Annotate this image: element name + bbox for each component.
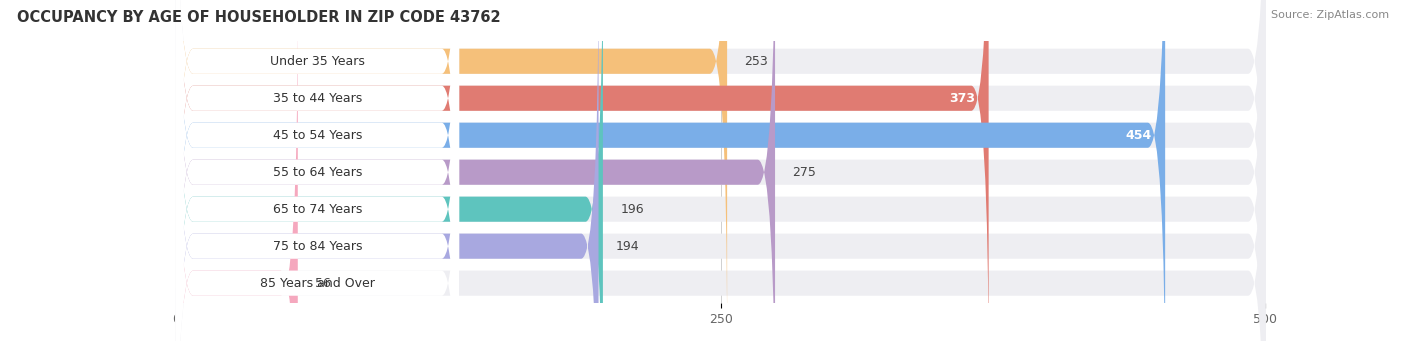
FancyBboxPatch shape xyxy=(176,0,298,341)
FancyBboxPatch shape xyxy=(176,0,458,341)
FancyBboxPatch shape xyxy=(176,0,1166,341)
FancyBboxPatch shape xyxy=(176,0,1265,341)
Text: 194: 194 xyxy=(616,240,640,253)
Text: 35 to 44 Years: 35 to 44 Years xyxy=(273,92,361,105)
FancyBboxPatch shape xyxy=(176,0,603,341)
Text: 253: 253 xyxy=(745,55,768,68)
FancyBboxPatch shape xyxy=(176,0,458,341)
FancyBboxPatch shape xyxy=(176,0,458,341)
Text: 75 to 84 Years: 75 to 84 Years xyxy=(273,240,363,253)
Text: Source: ZipAtlas.com: Source: ZipAtlas.com xyxy=(1271,10,1389,20)
FancyBboxPatch shape xyxy=(176,0,458,341)
Text: 454: 454 xyxy=(1126,129,1152,142)
FancyBboxPatch shape xyxy=(176,0,1265,341)
Text: 55 to 64 Years: 55 to 64 Years xyxy=(273,166,363,179)
FancyBboxPatch shape xyxy=(176,0,1265,341)
Text: 45 to 54 Years: 45 to 54 Years xyxy=(273,129,363,142)
FancyBboxPatch shape xyxy=(176,0,1265,341)
FancyBboxPatch shape xyxy=(176,0,1265,341)
Text: 373: 373 xyxy=(949,92,976,105)
FancyBboxPatch shape xyxy=(176,0,599,341)
Text: 275: 275 xyxy=(793,166,817,179)
Text: 65 to 74 Years: 65 to 74 Years xyxy=(273,203,363,216)
Text: 196: 196 xyxy=(620,203,644,216)
FancyBboxPatch shape xyxy=(176,0,1265,341)
FancyBboxPatch shape xyxy=(176,0,727,341)
FancyBboxPatch shape xyxy=(176,0,458,341)
Text: OCCUPANCY BY AGE OF HOUSEHOLDER IN ZIP CODE 43762: OCCUPANCY BY AGE OF HOUSEHOLDER IN ZIP C… xyxy=(17,10,501,25)
FancyBboxPatch shape xyxy=(176,0,458,341)
FancyBboxPatch shape xyxy=(176,0,1265,341)
FancyBboxPatch shape xyxy=(176,0,988,341)
Text: 56: 56 xyxy=(315,277,330,290)
Text: Under 35 Years: Under 35 Years xyxy=(270,55,364,68)
FancyBboxPatch shape xyxy=(176,0,458,341)
FancyBboxPatch shape xyxy=(176,0,775,341)
Text: 85 Years and Over: 85 Years and Over xyxy=(260,277,375,290)
